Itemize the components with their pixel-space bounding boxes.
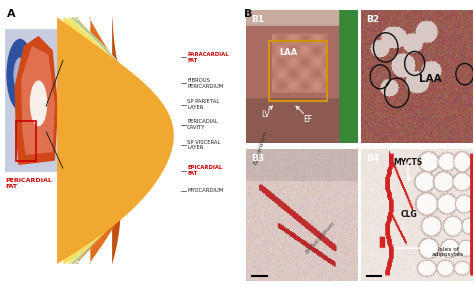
Text: B1: B1 [251, 15, 264, 24]
Polygon shape [75, 17, 149, 264]
Text: SP PARIETAL
LAYER: SP PARIETAL LAYER [187, 99, 219, 110]
Text: LV: LV [261, 110, 270, 119]
Text: PERICADIAL
CAVITY: PERICADIAL CAVITY [187, 119, 218, 130]
Polygon shape [89, 17, 137, 264]
Polygon shape [21, 46, 55, 155]
Text: Endocardium: Endocardium [304, 220, 336, 255]
Text: SP VISCERAL
LAYER: SP VISCERAL LAYER [187, 139, 220, 150]
Text: LAA: LAA [280, 48, 298, 57]
Polygon shape [112, 17, 126, 264]
Text: B4: B4 [365, 154, 379, 163]
Text: Epicardium: Epicardium [253, 129, 269, 164]
Text: FIBROUS
PERICARDIUM: FIBROUS PERICARDIUM [187, 78, 223, 89]
Text: EPICARDIAL
FAT: EPICARDIAL FAT [187, 165, 223, 176]
Text: MYOCARDIUM: MYOCARDIUM [187, 188, 223, 193]
Polygon shape [72, 17, 157, 264]
Text: B3: B3 [251, 154, 264, 163]
Bar [16, 121, 36, 161]
Polygon shape [69, 17, 161, 264]
Text: EF: EF [303, 115, 312, 124]
Polygon shape [64, 17, 167, 264]
Bar [269, 41, 327, 101]
Text: CLG: CLG [400, 210, 417, 220]
Text: LAA: LAA [419, 74, 442, 84]
Polygon shape [74, 17, 153, 264]
Polygon shape [57, 17, 174, 264]
Circle shape [13, 57, 27, 92]
Polygon shape [5, 29, 59, 172]
Text: B2: B2 [365, 15, 379, 24]
Text: Isles of
adiposytes: Isles of adiposytes [432, 247, 464, 257]
Circle shape [6, 39, 34, 110]
Text: B: B [244, 9, 253, 19]
Text: A: A [7, 9, 16, 19]
Polygon shape [15, 36, 58, 165]
Text: PERICARDIAL
FAT: PERICARDIAL FAT [6, 178, 53, 189]
Text: PARACARDIAL
FAT: PARACARDIAL FAT [187, 52, 229, 63]
Circle shape [30, 80, 47, 126]
Text: MYCTS: MYCTS [393, 158, 423, 167]
Polygon shape [76, 17, 146, 264]
